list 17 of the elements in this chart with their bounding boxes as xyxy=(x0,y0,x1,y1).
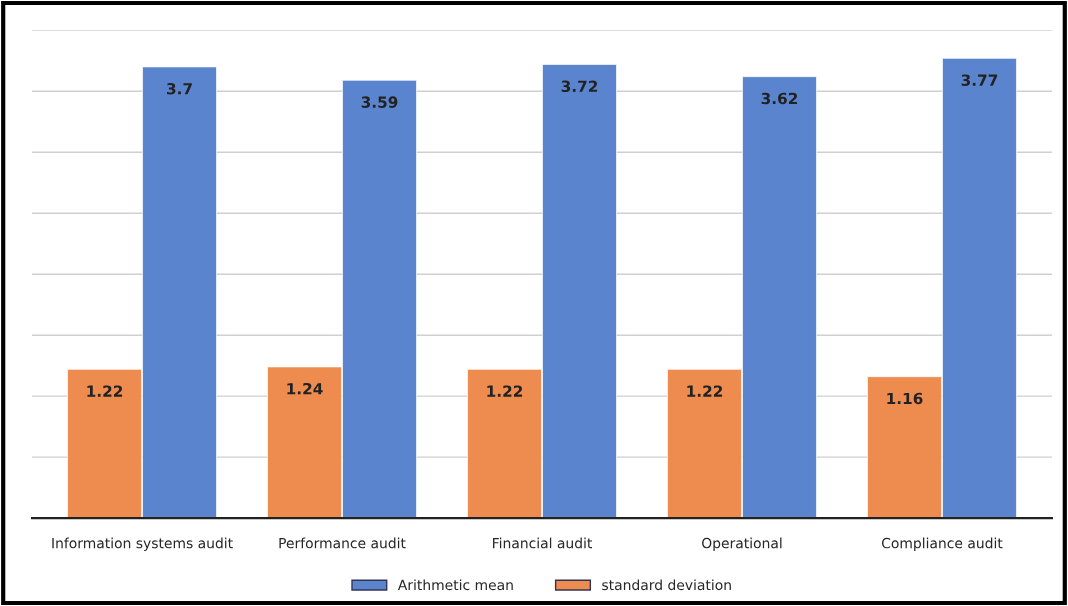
x-tick-label: Performance audit xyxy=(279,537,406,549)
data-label: 3.59 xyxy=(361,96,398,108)
legend-label: Arithmetic mean xyxy=(397,579,513,591)
data-label: 3.7 xyxy=(167,82,192,95)
x-tick-label: Information systems audit xyxy=(52,537,233,552)
data-label: 1.22 xyxy=(487,385,523,397)
x-tick-label: Operational xyxy=(702,537,782,552)
data-label: 3.77 xyxy=(961,74,998,86)
x-tick-label: Financial audit xyxy=(493,537,593,549)
data-label: 1.22 xyxy=(87,385,123,397)
legend-label: standard deviation xyxy=(602,579,731,591)
data-label: 1.24 xyxy=(287,382,323,395)
data-label: 1.16 xyxy=(887,392,923,405)
data-label: 3.72 xyxy=(561,80,598,93)
x-tick-label: Compliance audit xyxy=(881,537,1003,552)
data-label: 1.22 xyxy=(687,385,723,397)
data-label: 3.62 xyxy=(761,92,798,105)
